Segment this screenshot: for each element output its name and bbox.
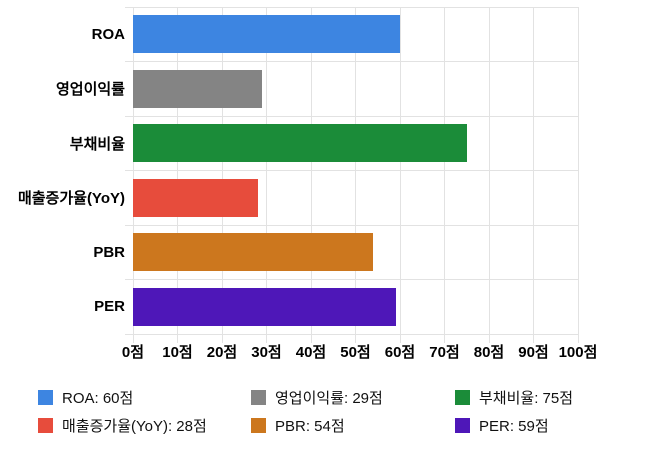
gridline-horizontal [125,61,578,62]
legend-swatch-1 [38,389,53,405]
legend-entry-5: PBR: 54점 [251,417,345,435]
legend-swatch-5 [251,417,266,433]
legend-entry-2: 영업이익률: 29점 [251,389,383,407]
bar-1 [133,15,400,54]
x-tick-label-5: 40점 [295,344,327,361]
legend-label-4: 매출증가율(YoY): 28점 [62,417,207,435]
legend-swatch-6 [455,417,470,433]
gridline-horizontal [125,170,578,171]
x-axis-line [125,333,578,335]
x-tick-label-4: 30점 [251,344,282,361]
legend-entry-6: PER: 59점 [455,417,549,435]
category-label-6: PER [94,298,125,316]
bar-6 [133,287,396,326]
category-label-3: 부채비율 [69,135,125,153]
bar-2 [133,69,263,108]
legend-label-5: PBR: 54점 [275,417,345,435]
x-tick-label-1: 0점 [121,344,145,361]
x-tick-label-2: 10점 [162,344,193,361]
gridline-vertical [399,7,401,343]
gridline-horizontal [125,115,578,117]
x-tick-label-3: 20점 [206,344,238,361]
x-tick-label-11: 100점 [558,344,598,361]
bar-5 [133,233,374,272]
legend-label-3: 부채비율: 75점 [479,389,574,407]
bar-3 [133,124,467,163]
x-tick-label-6: 50점 [340,344,371,361]
bar-4 [133,178,258,217]
gridline-vertical [355,7,356,343]
legend-label-2: 영업이익률: 29점 [275,389,383,407]
legend-swatch-4 [38,417,53,433]
category-label-2: 영업이익률 [55,81,125,99]
gridline-vertical [533,7,534,343]
legend-swatch-2 [251,389,266,405]
category-label-1: ROA [91,25,125,43]
legend-entry-4: 매출증가율(YoY): 28점 [38,417,207,435]
gridline-vertical [221,7,223,343]
legend-label-1: ROA: 60점 [62,389,134,407]
legend-label-6: PER: 59점 [479,417,549,435]
category-label-5: PBR [93,243,125,261]
legend-entry-3: 부채비율: 75점 [455,389,574,407]
gridline-vertical [177,7,178,343]
category-label-4: 매출증가율(YoY) [17,190,125,208]
x-tick-label-7: 60점 [384,344,416,361]
gridline-horizontal [125,279,578,280]
gridline-vertical [444,7,445,343]
x-tick-label-8: 70점 [429,344,460,361]
gridline-vertical [132,7,134,343]
x-tick-label-9: 80점 [473,344,505,361]
gridline-horizontal [125,6,578,8]
gridline-vertical [577,7,579,343]
gridline-horizontal [125,224,578,226]
x-tick-label-10: 90점 [518,344,549,361]
legend-swatch-3 [455,389,470,405]
gridline-vertical [266,7,267,343]
legend-entry-1: ROA: 60점 [38,389,134,407]
gridline-vertical [310,7,312,343]
gridline-vertical [488,7,490,343]
